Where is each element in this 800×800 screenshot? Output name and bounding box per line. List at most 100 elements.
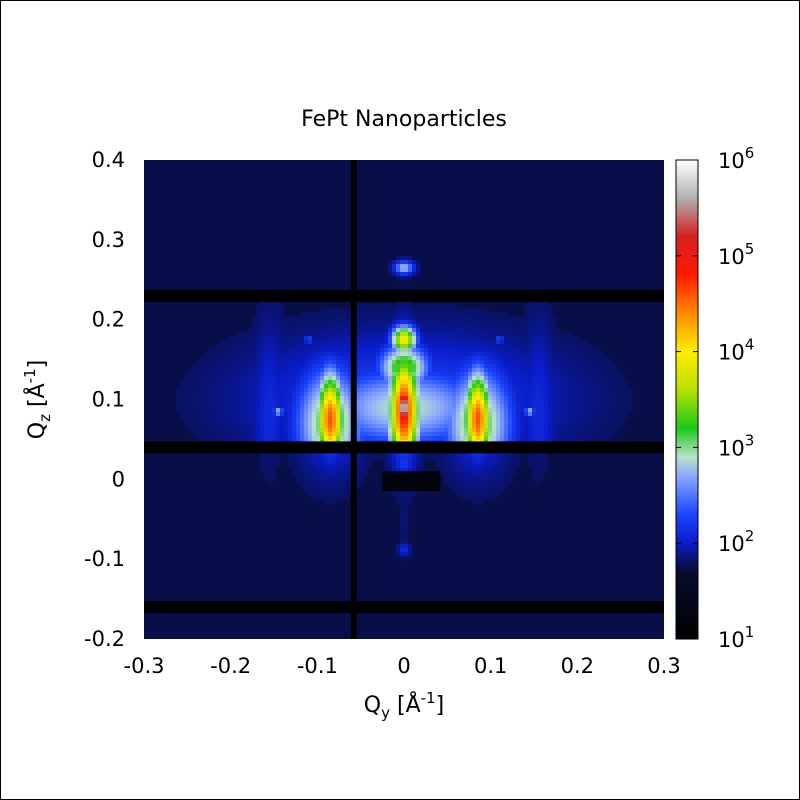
heat-cell xyxy=(504,480,509,485)
heat-cell xyxy=(440,412,445,417)
heat-cell xyxy=(488,340,493,345)
heat-cell xyxy=(344,312,349,317)
heat-cell xyxy=(604,420,609,425)
heat-cell xyxy=(356,416,361,421)
heat-cell xyxy=(472,384,477,389)
heat-cell xyxy=(616,376,621,381)
heat-cell xyxy=(280,320,285,325)
heat-cell xyxy=(500,416,505,421)
heat-cell xyxy=(344,316,349,321)
heat-cell xyxy=(328,376,333,381)
heat-cell xyxy=(320,432,325,437)
heat-cell xyxy=(424,336,429,341)
heat-cell xyxy=(504,432,509,437)
heat-cell xyxy=(540,348,545,353)
heat-cell xyxy=(436,384,441,389)
heat-cell xyxy=(468,332,473,337)
heat-cell xyxy=(404,544,409,549)
heat-cell xyxy=(528,380,533,385)
heat-cell xyxy=(304,336,309,341)
heat-cell xyxy=(284,320,289,325)
heat-cell xyxy=(396,464,401,469)
heat-cell xyxy=(268,400,273,405)
heat-cell xyxy=(584,368,589,373)
heat-cell xyxy=(344,348,349,353)
heat-cell xyxy=(216,356,221,361)
heat-cell xyxy=(396,544,401,549)
heat-cell xyxy=(380,384,385,389)
heat-cell xyxy=(176,400,181,405)
heat-cell xyxy=(356,368,361,373)
heat-cell xyxy=(440,332,445,337)
heat-cell xyxy=(476,372,481,377)
heat-cell xyxy=(568,408,573,413)
heat-cell xyxy=(508,404,513,409)
heat-cell xyxy=(388,464,393,469)
heat-cell xyxy=(528,352,533,357)
heat-cell xyxy=(396,336,401,341)
heat-cell xyxy=(412,456,417,461)
heat-cell xyxy=(308,344,313,349)
heat-cell xyxy=(464,452,469,457)
heat-cell xyxy=(508,476,513,481)
heat-cell xyxy=(424,340,429,345)
heat-cell xyxy=(184,408,189,413)
heat-cell xyxy=(588,420,593,425)
heat-cell xyxy=(488,492,493,497)
heat-cell xyxy=(260,420,265,425)
heat-cell xyxy=(380,368,385,373)
heat-cell xyxy=(332,332,337,337)
heat-cell xyxy=(264,304,269,309)
heat-cell xyxy=(308,472,313,477)
heat-cell xyxy=(336,432,341,437)
heat-cell xyxy=(480,356,485,361)
heat-cell xyxy=(428,432,433,437)
heat-cell xyxy=(540,364,545,369)
heat-cell xyxy=(260,356,265,361)
heat-cell xyxy=(432,400,437,405)
heat-cell xyxy=(220,420,225,425)
heat-cell xyxy=(248,332,253,337)
heat-cell xyxy=(496,376,501,381)
heat-cell xyxy=(388,380,393,385)
heat-cell xyxy=(488,336,493,341)
heat-cell xyxy=(224,400,229,405)
y-tick-label: 0.1 xyxy=(92,388,125,412)
heat-cell xyxy=(536,364,541,369)
heat-cell xyxy=(336,420,341,425)
heat-cell xyxy=(360,356,365,361)
heat-cell xyxy=(360,480,365,485)
heat-cell xyxy=(364,340,369,345)
heat-cell xyxy=(524,356,529,361)
heat-cell xyxy=(504,476,509,481)
heat-cell xyxy=(308,428,313,433)
heat-cell xyxy=(296,404,301,409)
heat-cell xyxy=(488,356,493,361)
heat-cell xyxy=(312,468,317,473)
heat-cell xyxy=(332,336,337,341)
heat-cell xyxy=(508,412,513,417)
heat-cell xyxy=(324,364,329,369)
heat-cell xyxy=(472,392,477,397)
heat-cell xyxy=(364,392,369,397)
heat-cell xyxy=(408,436,413,441)
heat-cell xyxy=(460,476,465,481)
heat-cell xyxy=(320,348,325,353)
heat-cell xyxy=(364,324,369,329)
heat-cell xyxy=(464,396,469,401)
heat-cell xyxy=(368,348,373,353)
heat-cell xyxy=(196,360,201,365)
heat-cell xyxy=(548,364,553,369)
heat-cell xyxy=(608,432,613,437)
heat-cell xyxy=(484,352,489,357)
heat-cell xyxy=(564,420,569,425)
heat-cell xyxy=(336,332,341,337)
heat-cell xyxy=(360,372,365,377)
heat-cell xyxy=(248,368,253,373)
heat-cell xyxy=(276,372,281,377)
heat-cell xyxy=(536,400,541,405)
heat-cell xyxy=(500,480,505,485)
heat-cell xyxy=(424,400,429,405)
heat-cell xyxy=(280,420,285,425)
heat-cell xyxy=(300,416,305,421)
